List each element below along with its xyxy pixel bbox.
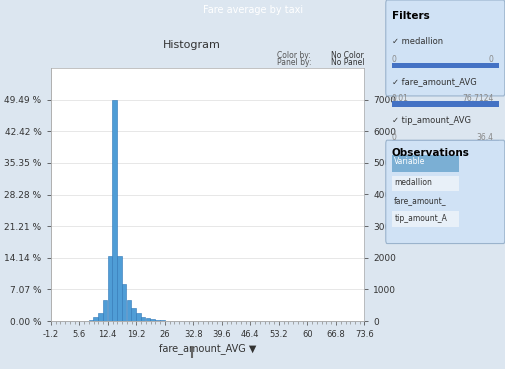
Bar (391, 193, 458, 209)
Text: 0: 0 (488, 55, 493, 64)
Bar (103, 300, 107, 321)
Text: 0.01: 0.01 (391, 94, 408, 103)
Text: ✓ fare_amount_AVG: ✓ fare_amount_AVG (391, 77, 476, 86)
X-axis label: fare_amount_AVG ▼: fare_amount_AVG ▼ (159, 343, 256, 354)
Bar (126, 300, 131, 321)
Text: ✕: ✕ (482, 5, 490, 15)
Bar (108, 256, 112, 321)
Bar (391, 211, 458, 227)
Bar (391, 176, 458, 191)
Bar (93, 317, 98, 321)
Text: Observations: Observations (391, 148, 469, 158)
Text: 0: 0 (391, 133, 396, 142)
Text: 0: 0 (391, 55, 396, 64)
Text: No Color: No Color (330, 51, 363, 60)
Text: Filters: Filters (391, 11, 429, 21)
Text: fare_amount_: fare_amount_ (393, 196, 446, 205)
Text: 36.4: 36.4 (476, 133, 493, 142)
Bar (150, 319, 155, 321)
Text: Fare average by taxi: Fare average by taxi (203, 5, 302, 15)
Text: □: □ (461, 5, 470, 15)
FancyBboxPatch shape (385, 140, 504, 244)
Bar (145, 318, 150, 321)
Bar (391, 155, 458, 172)
Text: ─: ─ (448, 5, 454, 15)
Bar (122, 284, 126, 321)
Text: Color by:: Color by: (276, 51, 310, 60)
Text: 76.7124: 76.7124 (462, 94, 493, 103)
Text: ✓ tip_amount_AVG: ✓ tip_amount_AVG (391, 116, 470, 125)
Text: No Panel: No Panel (330, 58, 364, 67)
Text: Panel by:: Panel by: (276, 58, 311, 67)
Text: medallion: medallion (393, 178, 431, 187)
Bar (140, 317, 145, 321)
Bar (391, 63, 498, 68)
Bar (131, 308, 136, 321)
Bar (155, 320, 160, 321)
Bar (88, 320, 93, 321)
Bar (112, 100, 117, 321)
Bar (160, 320, 164, 321)
Bar (391, 101, 498, 107)
Bar (136, 313, 140, 321)
Bar (117, 256, 122, 321)
Bar (98, 313, 103, 321)
Text: tip_amount_A: tip_amount_A (393, 214, 446, 223)
Text: Histogram: Histogram (163, 40, 221, 50)
Text: Variable: Variable (393, 157, 425, 166)
Text: ✓ medallion: ✓ medallion (391, 37, 442, 46)
FancyBboxPatch shape (385, 0, 504, 96)
Bar (391, 140, 498, 146)
